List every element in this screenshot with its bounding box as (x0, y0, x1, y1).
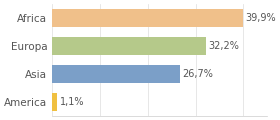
Bar (52, 65, 180, 83)
Text: 26,7%: 26,7% (182, 69, 213, 79)
Bar (52, 37, 206, 55)
Text: 1,1%: 1,1% (60, 97, 84, 107)
Text: 32,2%: 32,2% (209, 41, 239, 51)
Bar (52, 9, 243, 27)
Text: 39,9%: 39,9% (245, 13, 276, 23)
Bar (52, 93, 57, 111)
